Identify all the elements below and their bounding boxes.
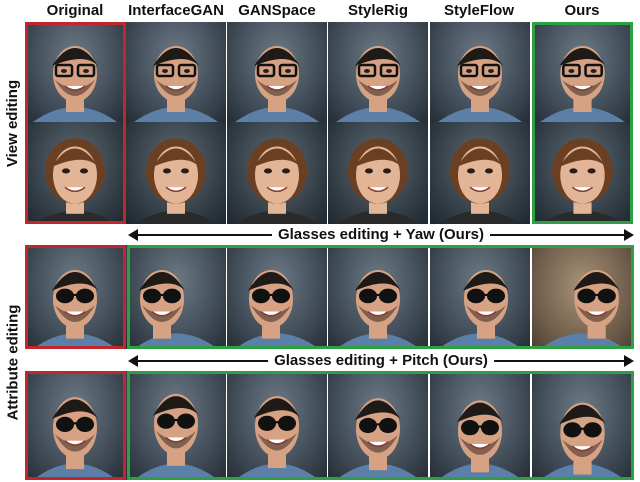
photo-man-sunglasses-yaw-original bbox=[25, 245, 125, 349]
arrow-right-head-icon bbox=[624, 355, 634, 367]
photo-man-clear-glasses-original bbox=[25, 22, 125, 122]
photo-man-clear-glasses-stylerig bbox=[328, 22, 428, 122]
photo-man-sunglasses-pitch-pitch-3 bbox=[328, 371, 428, 480]
face-illustration bbox=[235, 138, 319, 224]
row-label-view-editing: View editing bbox=[4, 79, 22, 167]
face-illustration bbox=[33, 138, 117, 224]
column-header-interfacegan: InterfaceGAN bbox=[128, 2, 224, 19]
photo-woman-original bbox=[25, 122, 125, 224]
photo-man-clear-glasses-interfacegan bbox=[126, 22, 226, 122]
arrow-left-head-icon bbox=[128, 229, 138, 241]
face-illustration bbox=[336, 138, 420, 224]
pitch-caption: Glasses editing + Pitch (Ours) bbox=[268, 350, 494, 372]
face-illustration bbox=[134, 269, 218, 349]
arrow-right-head-icon bbox=[624, 229, 634, 241]
face-illustration bbox=[540, 138, 625, 224]
pitch-caption-arrow: Glasses editing + Pitch (Ours) bbox=[128, 350, 634, 372]
face-illustration bbox=[336, 398, 420, 480]
photo-man-sunglasses-pitch-pitch-5 bbox=[532, 371, 633, 480]
face-illustration bbox=[134, 46, 218, 122]
face-illustration bbox=[336, 269, 420, 349]
photo-man-sunglasses-pitch-pitch-2 bbox=[227, 371, 327, 480]
photo-man-sunglasses-pitch-original bbox=[25, 371, 125, 480]
photo-woman-styleflow bbox=[430, 122, 530, 224]
column-header-original: Original bbox=[46, 2, 104, 19]
column-header-ganspace: GANSpace bbox=[238, 2, 316, 19]
face-illustration bbox=[33, 269, 117, 349]
photo-man-sunglasses-yaw-yaw-2 bbox=[227, 245, 327, 349]
photo-woman-interfacegan bbox=[126, 122, 226, 224]
face-illustration bbox=[235, 396, 319, 480]
face-illustration bbox=[33, 397, 117, 480]
photo-man-clear-glasses-styleflow bbox=[430, 22, 530, 122]
photo-man-sunglasses-yaw-yaw-4 bbox=[430, 245, 530, 349]
photo-man-sunglasses-pitch-pitch-1 bbox=[126, 371, 226, 480]
yaw-caption: Glasses editing + Yaw (Ours) bbox=[271, 224, 491, 246]
yaw-caption-arrow: Glasses editing + Yaw (Ours) bbox=[128, 224, 634, 246]
photo-man-sunglasses-yaw-yaw-3 bbox=[328, 245, 428, 349]
photo-woman-ganspace bbox=[227, 122, 327, 224]
column-header-stylerig: StyleRig bbox=[347, 2, 408, 19]
photo-man-clear-glasses-ours bbox=[532, 22, 633, 122]
face-illustration bbox=[33, 46, 117, 122]
face-illustration bbox=[438, 138, 522, 224]
face-illustration bbox=[438, 400, 522, 480]
face-illustration bbox=[134, 138, 218, 224]
photo-woman-stylerig bbox=[328, 122, 428, 224]
face-illustration bbox=[438, 269, 522, 349]
photo-man-sunglasses-yaw-yaw-1 bbox=[126, 245, 226, 349]
face-illustration bbox=[235, 46, 319, 122]
photo-man-sunglasses-yaw-yaw-5 bbox=[532, 245, 633, 349]
arrow-left-head-icon bbox=[128, 355, 138, 367]
photo-man-sunglasses-pitch-pitch-4 bbox=[430, 371, 530, 480]
face-illustration bbox=[540, 402, 625, 480]
face-illustration bbox=[540, 46, 625, 122]
face-illustration bbox=[438, 46, 522, 122]
photo-woman-ours bbox=[532, 122, 633, 224]
row-label-attribute-editing: Attribute editing bbox=[4, 304, 22, 421]
column-header-ours: Ours bbox=[564, 2, 600, 19]
photo-man-clear-glasses-ganspace bbox=[227, 22, 327, 122]
face-illustration bbox=[540, 269, 625, 349]
face-illustration bbox=[336, 46, 420, 122]
column-header-styleflow: StyleFlow bbox=[443, 2, 514, 19]
face-illustration bbox=[235, 269, 319, 349]
face-illustration bbox=[134, 393, 218, 480]
